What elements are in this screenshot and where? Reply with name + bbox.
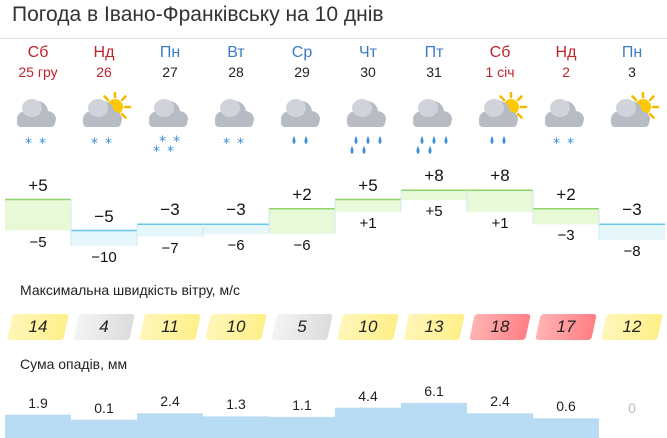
wind-speed: 14 [7, 314, 69, 340]
day-name: Нд [93, 44, 115, 61]
day-date: 28 [228, 64, 244, 80]
temp-max: −3 [226, 200, 246, 220]
sun-cloud-snow-icon: * * [71, 90, 137, 162]
temp-max: +8 [490, 166, 510, 186]
day-header: Вт 28 [203, 44, 269, 82]
day-name: Ср [291, 44, 313, 61]
temp-max: −5 [94, 206, 114, 226]
day-header: Ср 29 [269, 44, 335, 82]
precip-value: 1.1 [292, 396, 312, 413]
svg-text:*: * [105, 136, 112, 152]
precip-value: 1.3 [226, 396, 246, 413]
wind-speed: 10 [337, 314, 399, 340]
temp-max: −3 [622, 200, 642, 220]
temp-min: +1 [491, 214, 509, 232]
day-date: 27 [162, 64, 178, 80]
precip-label: Сума опадів, мм [20, 356, 128, 372]
cloud-heavy-rain-icon [335, 92, 401, 162]
wind-speed: 17 [535, 314, 597, 340]
day-header: Пн 27 [137, 44, 203, 82]
wind-speed: 18 [469, 314, 531, 340]
svg-text:*: * [553, 136, 560, 152]
temp-max: +2 [292, 184, 312, 204]
day-date: 30 [360, 64, 376, 80]
wind-label: Максимальна швидкість вітру, м/с [20, 282, 240, 298]
temp-min: +5 [425, 203, 443, 221]
cloud-snow-icon: * * [5, 92, 71, 162]
svg-text:*: * [237, 136, 244, 152]
temp-min: −10 [91, 249, 117, 266]
precip-value: 4.4 [358, 387, 378, 404]
day-name: Нд [555, 44, 577, 61]
svg-text:*: * [39, 136, 46, 152]
day-date: 3 [628, 64, 636, 80]
precip-value: 0.6 [556, 398, 576, 415]
page-title: Погода в Івано-Франківську на 10 днів [12, 3, 384, 26]
day-date: 31 [426, 64, 442, 80]
svg-text:*: * [567, 136, 574, 152]
cloud-heavy-rain-icon [401, 92, 467, 162]
day-name: Пн [159, 44, 181, 61]
wind-speed: 4 [73, 314, 135, 340]
wind-speed: 13 [403, 314, 465, 340]
day-date: 25 гру [18, 64, 58, 80]
temp-min: +1 [359, 214, 377, 232]
wind-speed: 12 [601, 314, 663, 340]
svg-text:*: * [159, 134, 166, 150]
day-name: Сб [27, 44, 49, 61]
temp-max: −3 [160, 200, 180, 220]
day-date: 29 [294, 64, 310, 80]
svg-text:*: * [167, 144, 174, 160]
temp-max: +5 [358, 175, 378, 195]
svg-text:*: * [25, 136, 32, 152]
precip-value: 0.1 [94, 399, 114, 416]
day-name: Сб [489, 44, 511, 61]
cloud-heavy-snow-icon: * * * * [137, 92, 203, 162]
day-header: Нд 26 [71, 44, 137, 82]
precip-value: 0 [628, 400, 636, 416]
cloud-snow-icon: * * [533, 92, 599, 162]
cloud-rain-icon [269, 92, 335, 162]
day-date: 26 [96, 64, 112, 80]
svg-text:*: * [173, 134, 180, 150]
day-name: Вт [227, 44, 245, 61]
sun-cloud-icon [599, 90, 665, 162]
precip-value: 2.4 [160, 393, 180, 410]
temp-min: −3 [557, 227, 575, 245]
day-name: Пт [424, 44, 444, 61]
svg-text:*: * [223, 136, 230, 152]
cloud-snow-icon: * * [203, 92, 269, 162]
temp-min: −6 [293, 236, 311, 254]
wind-speed: 5 [271, 314, 333, 340]
day-header: Чт 30 [335, 44, 401, 82]
precip-value: 6.1 [424, 382, 444, 399]
sun-cloud-rain-icon [467, 90, 533, 162]
wind-speed: 11 [139, 314, 201, 340]
day-header: Сб 1 січ [467, 44, 533, 82]
day-header: Нд 2 [533, 44, 599, 82]
day-header: Пн 3 [599, 44, 665, 82]
svg-text:*: * [153, 144, 160, 160]
temp-max: +5 [28, 175, 48, 195]
temp-min: −6 [227, 237, 245, 255]
day-name: Пн [621, 44, 643, 61]
day-date: 1 січ [485, 64, 515, 80]
day-name: Чт [359, 44, 377, 61]
wind-speed: 10 [205, 314, 267, 340]
day-header: Сб 25 гру [5, 44, 71, 82]
precip-value: 1.9 [28, 394, 48, 411]
day-header: Пт 31 [401, 44, 467, 82]
temp-min: −5 [29, 233, 47, 251]
temp-max: +8 [424, 166, 444, 186]
temp-max: +2 [556, 184, 576, 204]
day-date: 2 [562, 64, 570, 80]
temp-min: −8 [623, 242, 641, 260]
precip-value: 2.4 [490, 393, 510, 410]
temp-min: −7 [161, 239, 179, 257]
svg-text:*: * [91, 136, 98, 152]
